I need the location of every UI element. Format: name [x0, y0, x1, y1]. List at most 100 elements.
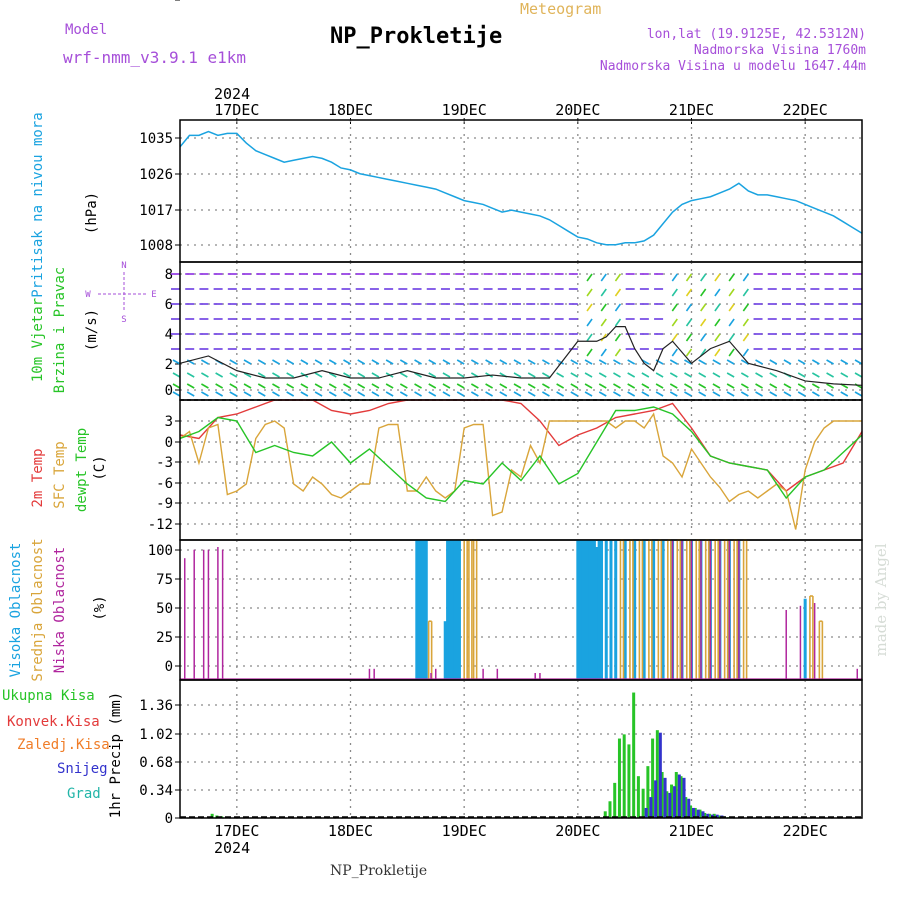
wind-barb — [172, 372, 181, 378]
wind-barb — [742, 303, 749, 312]
precip-bar — [663, 777, 667, 818]
temp-dewpt-label: dewpt Temp — [74, 428, 90, 512]
wind-barb — [584, 359, 593, 365]
precip-legend-graupel: Grad — [67, 786, 101, 802]
wind-barb — [740, 359, 749, 365]
wind-barb — [371, 359, 380, 365]
pressure-axis-label: Pritisak na nivou mora — [30, 112, 46, 297]
wind-barb — [728, 288, 735, 297]
svg-text:N: N — [121, 261, 126, 271]
wind-barb — [613, 372, 621, 378]
wind-barb — [755, 383, 763, 389]
wind-barb — [627, 391, 636, 397]
wind-barb — [783, 359, 792, 365]
wind-barb — [243, 372, 252, 378]
wind-barb — [385, 383, 394, 389]
wind-barb — [840, 359, 849, 365]
wind-barb — [399, 383, 408, 389]
bottom-date-labels: 17DEC 18DEC 19DEC 20DEC 21DEC 22DEC — [214, 822, 827, 840]
wind-barb — [742, 273, 749, 282]
wind-barb — [728, 273, 735, 282]
wind-barb — [684, 359, 692, 365]
precip-bar — [717, 815, 721, 818]
panel-wind: 8 6 4 2 0 — [165, 261, 863, 401]
wind-barb — [783, 383, 792, 389]
wind-barb — [783, 391, 792, 397]
wind-barb — [527, 359, 536, 365]
wind-barb — [613, 383, 621, 389]
wind-barb — [428, 383, 437, 389]
wind-barb — [598, 359, 607, 365]
wind-barb — [811, 391, 820, 397]
wind-barb — [286, 383, 295, 389]
wind-barb — [442, 372, 451, 378]
wind-barb — [627, 372, 636, 378]
wind-barb — [328, 372, 337, 378]
wind-barb — [414, 383, 422, 389]
precip-bar — [641, 788, 645, 818]
wind-barb — [600, 303, 607, 312]
wind-barb — [357, 391, 366, 397]
wind-barb — [698, 383, 707, 389]
wind-barb — [669, 359, 678, 365]
wind-barb — [685, 273, 693, 282]
wind-barb — [600, 288, 607, 297]
wind-barb — [797, 372, 806, 378]
wind-barb — [613, 359, 621, 365]
wind-barb — [614, 303, 622, 312]
panel-temperature: 3 0 -3 -6 -9 -12 -15 — [148, 0, 863, 541]
wind-barb — [257, 359, 266, 365]
wind-barb — [669, 372, 678, 378]
wind-barb — [797, 383, 806, 389]
wind-barb — [570, 372, 579, 378]
wind-barb — [655, 383, 664, 389]
wind-unit-label: (m/s) — [84, 309, 100, 351]
y-tick-label: 75 — [156, 572, 173, 588]
wind-barb — [371, 372, 380, 378]
wind-barb — [840, 372, 849, 378]
wind-barb — [698, 359, 707, 365]
y-tick-label: 1.36 — [139, 698, 173, 714]
y-tick-label: 50 — [156, 601, 173, 617]
precip-bar — [603, 811, 607, 818]
wind-barb — [641, 372, 650, 378]
precip-legend-freezing: Zaledj.Kisa — [17, 737, 110, 753]
wind-barb — [726, 372, 735, 378]
wind-barb — [700, 318, 707, 327]
wind-barb — [769, 383, 778, 389]
wind-barb — [343, 383, 351, 389]
wind-barb — [499, 383, 508, 389]
wind-barb — [243, 391, 252, 397]
wind-barb — [527, 383, 536, 389]
wind-barb — [671, 318, 678, 327]
wind-barb — [613, 391, 621, 397]
cloud-high-label: Visoka Oblacnost — [8, 543, 24, 678]
wind-barb — [726, 359, 735, 365]
precip-bar — [684, 797, 688, 818]
wind-barb — [428, 372, 437, 378]
wind-barb — [726, 391, 735, 397]
y-tick-label: -9 — [156, 496, 173, 512]
precip-bar — [658, 732, 662, 818]
wind-barb — [343, 359, 351, 365]
wind-barb — [826, 391, 834, 397]
top-date-label: 17DEC — [214, 101, 259, 119]
precip-bar — [668, 792, 672, 818]
wind-barb — [728, 318, 735, 327]
watermark: made by Angel — [872, 543, 890, 656]
wind-barb — [215, 391, 224, 397]
wind-barb — [513, 391, 522, 397]
wind-barb — [584, 391, 593, 397]
temp-2m-label: 2m Temp — [30, 448, 46, 507]
precip-bar — [692, 807, 695, 818]
top-date-label: 19DEC — [442, 101, 487, 119]
temp-unit-label: (C) — [92, 455, 108, 480]
precip-bar — [655, 730, 659, 818]
top-date-label: 20DEC — [555, 101, 600, 119]
precip-bar — [682, 777, 686, 818]
wind-barb — [243, 383, 252, 389]
wind-barb — [485, 383, 493, 389]
pressure-line — [179, 130, 863, 246]
wind-barb — [399, 391, 408, 397]
wind-barb — [286, 372, 295, 378]
